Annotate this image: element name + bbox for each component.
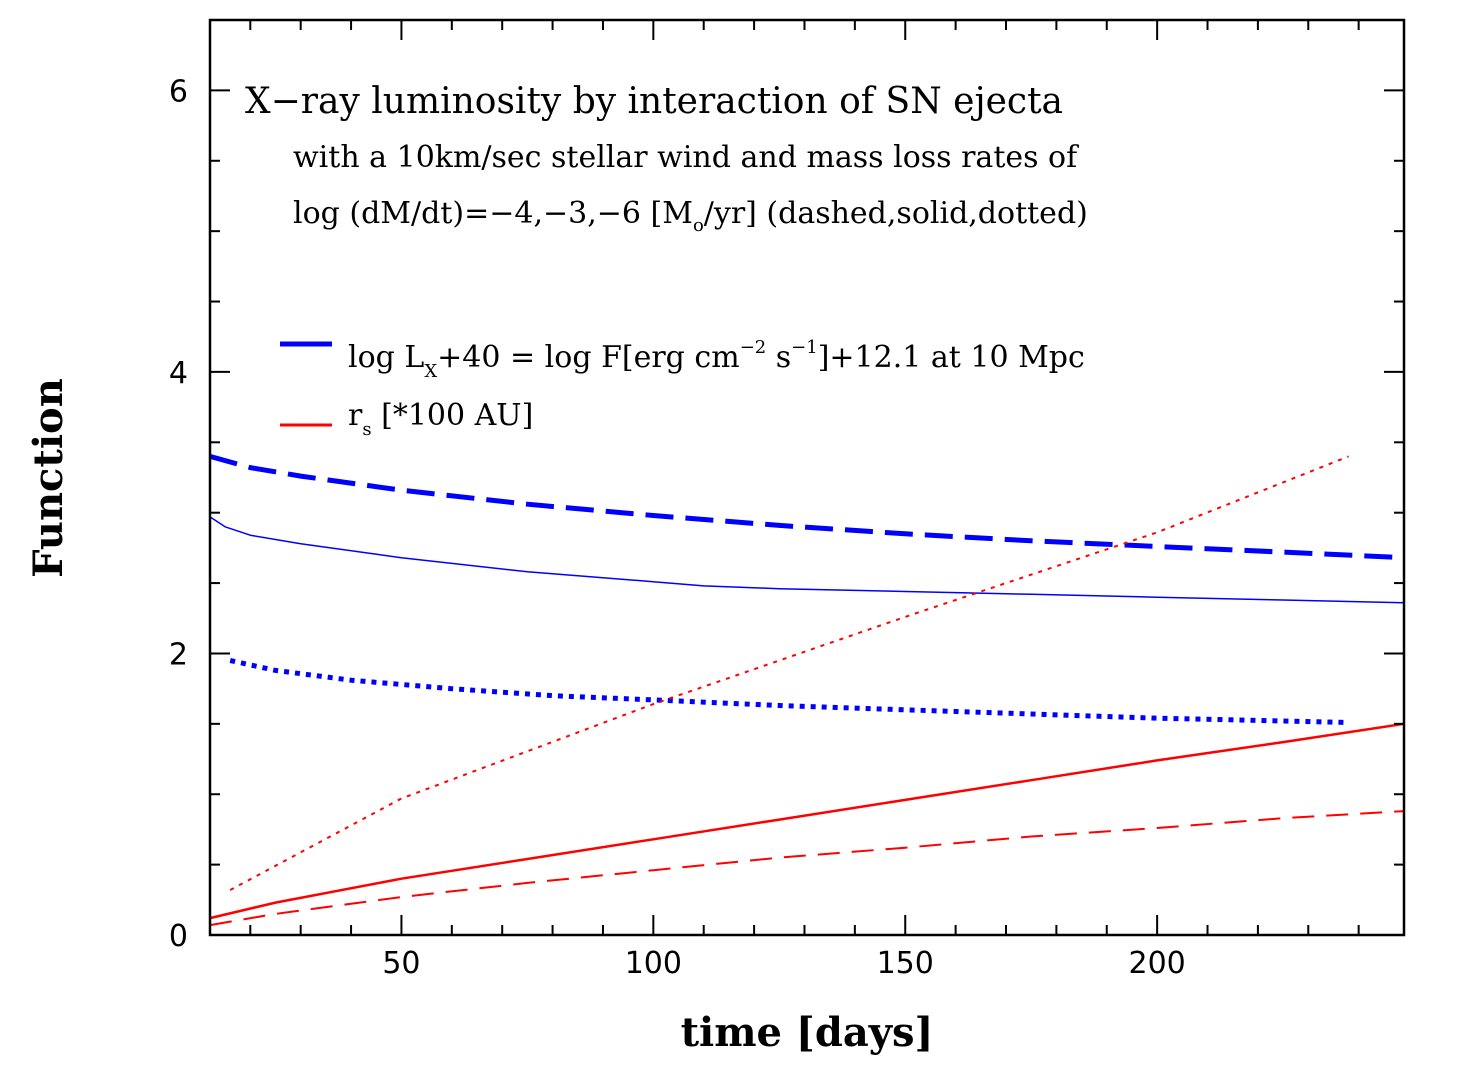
legend-blue-sup2: −1 xyxy=(791,337,818,358)
ticks-layer: 50 100 150 200 0 2 4 6 xyxy=(169,20,1404,981)
x-tick-label: 150 xyxy=(877,946,934,981)
x-tick-label: 100 xyxy=(625,946,682,981)
y-tick-label: 0 xyxy=(169,919,188,954)
chart-subtitle-1: with a 10km/sec stellar wind and mass lo… xyxy=(293,140,1079,175)
legend-blue-sub1: X xyxy=(424,361,437,382)
x-tick-label: 200 xyxy=(1129,946,1186,981)
subtitle-2-sub: o xyxy=(693,215,704,236)
series-line-4 xyxy=(209,810,1405,927)
plot-frame xyxy=(208,18,1406,937)
series-line-6 xyxy=(229,455,1349,891)
legend-red-part1: r xyxy=(348,398,363,433)
legend-blue-part3: s xyxy=(766,340,791,375)
y-axis-label: Function xyxy=(25,378,72,578)
legend-label-red: rs [*100 AU] xyxy=(348,398,533,440)
series-line-2 xyxy=(209,516,1405,604)
legend-red-sub1: s xyxy=(362,419,371,440)
y-tick-label: 4 xyxy=(169,356,188,391)
legend-red-part2: [*100 AU] xyxy=(372,398,534,433)
y-tick-label: 2 xyxy=(169,637,188,672)
series-line-5 xyxy=(209,722,1405,920)
subtitle-2-suffix: /yr] (dashed,solid,dotted) xyxy=(704,196,1088,231)
legend-blue-sup1: −2 xyxy=(740,337,767,358)
chart-title: X−ray luminosity by interaction of SN ej… xyxy=(245,81,1063,122)
x-axis-label: time [days] xyxy=(681,1009,934,1056)
x-tick-label: 50 xyxy=(382,946,420,981)
y-tick-label: 6 xyxy=(169,74,188,109)
legend-label-blue: log LX+40 = log F[erg cm−2 s−1]+12.1 at … xyxy=(348,337,1085,382)
legend-blue-part4: ]+12.1 at 10 Mpc xyxy=(818,340,1085,375)
legend-blue-part2: +40 = log F[erg cm xyxy=(437,340,740,375)
chart-subtitle-2: log (dM/dt)=−4,−3,−6 [Mo/yr] (dashed,sol… xyxy=(293,196,1088,236)
subtitle-2-prefix: log (dM/dt)=−4,−3,−6 [M xyxy=(293,196,693,231)
series-line-3 xyxy=(229,658,1344,725)
legend-blue-part1: log L xyxy=(348,340,424,375)
series-line-1 xyxy=(209,453,1405,561)
series-layer xyxy=(209,453,1405,927)
